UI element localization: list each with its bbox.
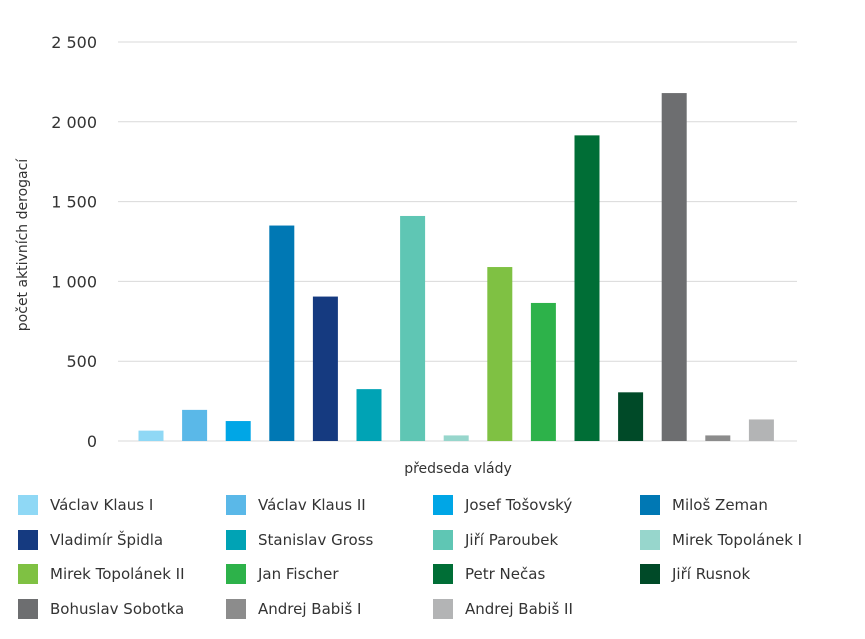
legend-swatch [18,495,38,515]
bar-6 [356,389,382,441]
legend-label: Mirek Topolánek II [50,565,185,583]
legend-label: Jan Fischer [258,565,339,583]
legend-label: Mirek Topolánek I [672,530,803,549]
legend-item: Mirek Topolánek II [18,563,185,585]
bar-3 [225,421,251,441]
legend-item: Petr Nečas [433,563,545,585]
legend-swatch [226,564,246,584]
bar-12 [618,392,644,441]
legend-swatch [18,598,38,619]
y-tick-label: 2 000 [51,113,97,132]
legend-label: Vladimír Špidla [50,530,164,549]
legend-item: Jan Fischer [226,563,339,585]
bar-1 [138,430,164,441]
legend-label: Andrej Babiš II [465,599,573,618]
grid-lines [118,41,797,442]
legend-label: Andrej Babiš I [258,599,362,618]
legend-swatch [226,495,246,515]
legend-label: Jiří Rusnok [672,565,751,583]
legend-swatch [226,598,246,619]
bar-4 [269,225,295,441]
legend-label: Miloš Zeman [672,496,768,514]
bar-14 [705,435,731,441]
bar-9 [487,267,513,441]
bar-13 [661,93,687,442]
y-tick-label: 0 [87,432,97,451]
bar-7 [400,215,426,441]
legend-item: Bohuslav Sobotka [18,598,184,620]
legend-swatch [433,495,453,515]
y-axis-ticks: 0 500 1 000 1 500 2 000 2 500 [51,33,97,451]
legend-item: Václav Klaus II [226,494,366,516]
legend-label: Petr Nečas [465,565,546,583]
bars [138,93,774,442]
legend-swatch [18,529,38,550]
legend-item: Josef Tošovský [433,494,572,516]
legend-swatch [433,564,453,584]
y-tick-label: 1 500 [51,193,97,212]
legend-item: Stanislav Gross [226,529,373,551]
legend-label: Václav Klaus II [258,496,366,514]
legend-swatch [433,598,453,619]
legend-item: Mirek Topolánek I [640,529,802,551]
legend-item: Jiří Paroubek [433,529,558,551]
x-axis-title: předseda vlády [404,461,512,477]
legend-swatch [226,529,246,550]
legend-item: Jiří Rusnok [640,563,750,585]
legend-label: Václav Klaus I [50,496,154,514]
legend-swatch [433,529,453,550]
legend-label: Jiří Paroubek [465,530,559,549]
bar-2 [182,409,208,441]
legend-item: Andrej Babiš II [433,598,573,620]
y-axis-title: počet aktivních derogací [15,158,31,332]
bar-5 [312,296,338,441]
legend-swatch [640,529,660,550]
y-tick-label: 1 000 [51,272,97,291]
legend-label: Stanislav Gross [258,530,374,549]
legend-label: Josef Tošovský [465,496,573,514]
legend-swatch [640,564,660,584]
legend-item: Andrej Babiš I [226,598,361,620]
legend-label: Bohuslav Sobotka [50,599,185,618]
y-tick-label: 500 [66,352,97,371]
legend-swatch [18,564,38,584]
bar-8 [443,435,469,441]
legend-item: Vladimír Špidla [18,529,163,551]
y-tick-label: 2 500 [51,33,97,52]
bar-10 [530,302,556,441]
legend-item: Václav Klaus I [18,494,153,516]
legend-item: Miloš Zeman [640,494,768,516]
bar-15 [748,419,774,441]
legend-swatch [640,495,660,515]
bar-11 [574,135,600,441]
